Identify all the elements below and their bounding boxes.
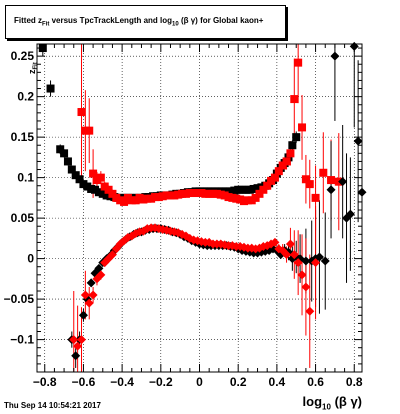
title-subscript: 10: [172, 21, 179, 28]
x-axis-label: log10 (β γ): [303, 394, 362, 412]
data-point-diamond: [289, 250, 299, 260]
x-tick-label: 0: [196, 375, 203, 389]
data-point-diamond: [305, 306, 315, 316]
data-point-square: [255, 189, 264, 198]
data-point-square: [104, 185, 113, 194]
data-point-square: [46, 84, 55, 93]
data-point-diamond: [345, 209, 355, 219]
y-tick-label: 0.25: [11, 49, 35, 63]
data-point-square: [263, 181, 272, 190]
data-point-diamond: [96, 270, 106, 280]
data-point-diamond: [84, 298, 94, 308]
y-tick-label: 0: [27, 252, 34, 266]
data-point-diamond: [270, 237, 280, 247]
data-point-diamond: [320, 256, 330, 266]
data-point-square: [327, 176, 336, 185]
data-point-square: [286, 149, 295, 158]
data-point-diamond: [80, 290, 90, 300]
data-point-diamond: [314, 252, 324, 262]
data-point-diamond: [330, 51, 340, 61]
data-point-square: [284, 153, 293, 162]
data-point-square: [75, 175, 84, 184]
data-point-square: [60, 149, 69, 158]
data-point-diamond: [86, 278, 96, 288]
data-point-square: [56, 145, 65, 154]
data-point-diamond: [107, 250, 117, 260]
error-bars: [42, 44, 363, 372]
data-point-square: [120, 197, 129, 206]
data-point-diamond: [297, 270, 307, 280]
data-point-square: [85, 126, 94, 135]
axis-ticks: [37, 44, 362, 372]
data-point-square: [292, 133, 301, 142]
data-point-square: [38, 44, 47, 53]
title-subscript: Fit: [42, 21, 50, 28]
data-point-square: [251, 193, 260, 202]
title-part: (β γ) for Global kaon+: [178, 16, 264, 26]
data-point-square: [288, 141, 297, 150]
x-tick-label: 0.8: [346, 375, 363, 389]
data-point-diamond: [338, 177, 348, 187]
y-axis-label: zFit: [27, 62, 39, 74]
data-point-square: [290, 95, 299, 104]
data-point-square: [89, 169, 98, 178]
data-point-square: [71, 171, 80, 180]
x-tick-label: −0.4: [110, 375, 134, 389]
y-tick-label: 0.15: [11, 130, 35, 144]
x-tick-label: −0.6: [72, 375, 96, 389]
data-point-diamond: [311, 258, 321, 268]
data-point-square: [298, 123, 307, 132]
data-point-square: [63, 157, 72, 166]
data-point-square: [274, 167, 283, 176]
data-point-diamond: [78, 310, 88, 320]
chart-title: Fitted zFit versus TpcTrackLength and lo…: [6, 16, 263, 28]
data-point-diamond: [76, 335, 86, 345]
data-point-square: [77, 108, 86, 117]
data-point-diamond: [326, 185, 336, 195]
data-point-square: [311, 193, 320, 202]
data-point-diamond: [71, 351, 81, 361]
title-part: Fitted z: [14, 16, 42, 26]
data-point-square: [282, 157, 291, 166]
data-point-diamond: [69, 335, 79, 345]
x-tick-label: −0.8: [33, 375, 57, 389]
data-point-diamond: [282, 250, 292, 260]
y-tick-label: 0.1: [17, 171, 34, 185]
data-point-diamond: [73, 341, 83, 351]
x-tick-label: 0.4: [269, 375, 286, 389]
y-tick-label: −0.1: [10, 333, 34, 347]
title-part: versus TpcTrackLength and log: [49, 16, 173, 26]
data-point-square: [259, 185, 268, 194]
x-tick-label: −0.2: [149, 375, 173, 389]
data-point-diamond: [353, 136, 363, 146]
chart-title-box: Fitted zFit versus TpcTrackLength and lo…: [5, 5, 286, 39]
y-tick-label: 0.05: [11, 211, 35, 225]
data-point-diamond: [94, 263, 104, 273]
data-point-square: [67, 165, 76, 174]
data-point-diamond: [301, 256, 311, 266]
data-point-diamond: [285, 239, 295, 249]
data-point-square: [108, 189, 117, 198]
data-point-diamond: [301, 282, 311, 292]
data-markers: [38, 41, 367, 361]
x-axis-label-subscript: 10: [322, 402, 331, 412]
x-tick-label: 0.6: [307, 375, 324, 389]
data-point-square: [294, 58, 303, 67]
data-point-square: [96, 173, 105, 182]
data-point-square: [305, 180, 314, 189]
y-tick-label: −0.05: [4, 292, 35, 306]
x-axis-label-post: (β γ): [330, 394, 362, 409]
timestamp: Thu Sep 14 10:54:21 2017: [4, 401, 101, 410]
data-point-square: [278, 161, 287, 170]
tick-labels: −0.8 −0.6 −0.4 −0.2 0 0.2 0.4 0.6 0.8 −0.1 −0.05 0 0…: [4, 49, 363, 389]
data-point-diamond: [293, 258, 303, 268]
y-tick-label: 0.2: [17, 90, 34, 104]
x-tick-label: 0.2: [230, 375, 247, 389]
data-point-square: [270, 173, 279, 182]
data-point-square: [319, 168, 328, 177]
data-point-square: [301, 175, 310, 184]
data-point-diamond: [88, 290, 98, 300]
x-axis-label-main: log: [302, 394, 323, 409]
